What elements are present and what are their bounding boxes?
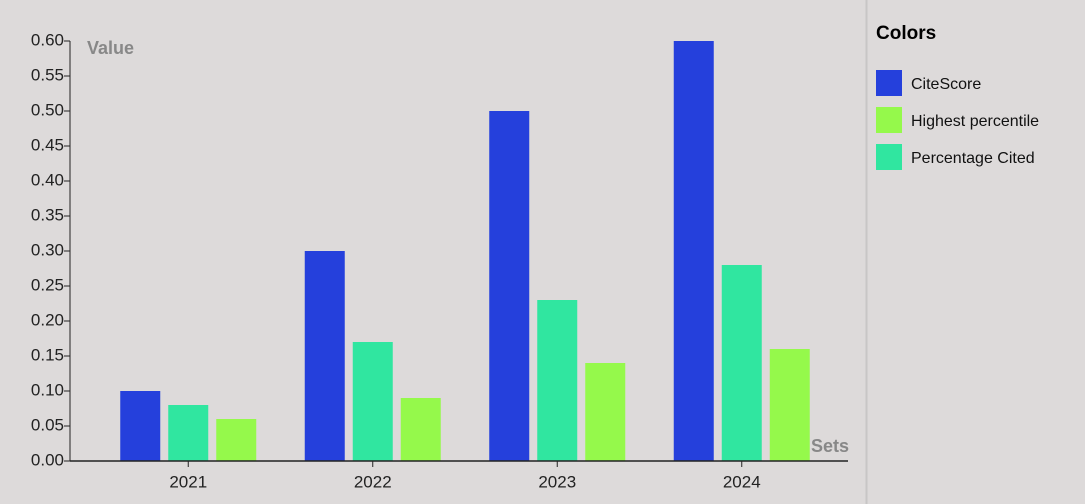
y-tick-label: 0.35 — [31, 205, 64, 224]
y-tick-label: 0.25 — [31, 275, 64, 294]
legend-label: Highest percentile — [911, 113, 1039, 130]
y-tick-label: 0.45 — [31, 135, 64, 154]
y-tick-label: 0.20 — [31, 310, 64, 329]
bar — [489, 111, 530, 461]
legend-swatch — [876, 70, 902, 96]
x-tick-label: 2024 — [723, 472, 761, 491]
y-tick-label: 0.50 — [31, 100, 64, 119]
bar — [537, 300, 578, 461]
y-tick-label: 0.55 — [31, 65, 64, 84]
y-tick-label: 0.40 — [31, 170, 64, 189]
bar — [769, 349, 810, 461]
x-tick-label: 2023 — [538, 472, 576, 491]
bar — [673, 41, 714, 461]
y-tick-label: 0.30 — [31, 240, 64, 259]
legend-swatch — [876, 144, 902, 170]
bar — [400, 398, 441, 461]
legend-label: Percentage Cited — [911, 150, 1035, 167]
bar — [168, 405, 209, 461]
bar — [120, 391, 161, 461]
bar — [585, 363, 626, 461]
legend-title: Colors — [876, 23, 936, 44]
bar — [352, 342, 393, 461]
y-tick-label: 0.10 — [31, 380, 64, 399]
x-tick-label: 2022 — [354, 472, 392, 491]
x-axis-label: Sets — [811, 436, 849, 456]
bar — [304, 251, 345, 461]
y-tick-label: 0.60 — [31, 30, 64, 49]
legend-label: CiteScore — [911, 76, 981, 93]
y-tick-label: 0.05 — [31, 415, 64, 434]
bar — [721, 265, 762, 461]
y-tick-label: 0.00 — [31, 450, 64, 469]
x-tick-label: 2021 — [169, 472, 207, 491]
legend-swatch — [876, 107, 902, 133]
y-tick-label: 0.15 — [31, 345, 64, 364]
bar — [216, 419, 257, 461]
y-axis-label: Value — [87, 38, 134, 58]
